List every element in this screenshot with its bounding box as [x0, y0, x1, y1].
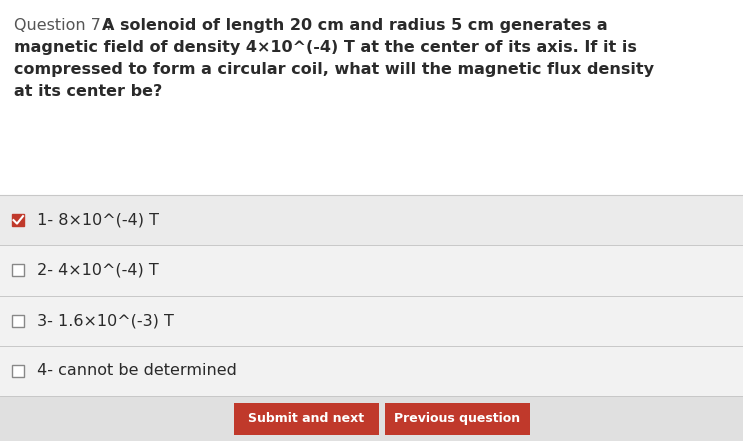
Bar [0, 346, 743, 396]
Bar [12, 214, 24, 226]
Bar [12, 314, 24, 327]
Text: Question 7 :: Question 7 : [14, 18, 117, 33]
Bar [0, 195, 743, 245]
Text: magnetic field of density 4×10^(-4) T at the center of its axis. If it is: magnetic field of density 4×10^(-4) T at… [14, 40, 637, 55]
Bar [0, 0, 743, 195]
Bar [0, 295, 743, 346]
Text: 4- cannot be determined: 4- cannot be determined [32, 363, 237, 378]
Bar [384, 403, 530, 434]
Text: at its center be?: at its center be? [14, 84, 162, 99]
Text: 1- 8×10^(-4) T: 1- 8×10^(-4) T [32, 213, 159, 228]
Text: compressed to form a circular coil, what will the magnetic flux density: compressed to form a circular coil, what… [14, 62, 654, 77]
Text: A solenoid of length 20 cm and radius 5 cm generates a: A solenoid of length 20 cm and radius 5 … [102, 18, 608, 33]
Bar [12, 365, 24, 377]
Bar [233, 403, 378, 434]
Bar [0, 396, 743, 441]
Text: 3- 1.6×10^(-3) T: 3- 1.6×10^(-3) T [32, 313, 174, 328]
Text: 2- 4×10^(-4) T: 2- 4×10^(-4) T [32, 263, 159, 278]
Text: Previous question: Previous question [394, 412, 520, 425]
Text: Submit and next: Submit and next [248, 412, 364, 425]
Bar [12, 264, 24, 277]
Bar [0, 245, 743, 295]
